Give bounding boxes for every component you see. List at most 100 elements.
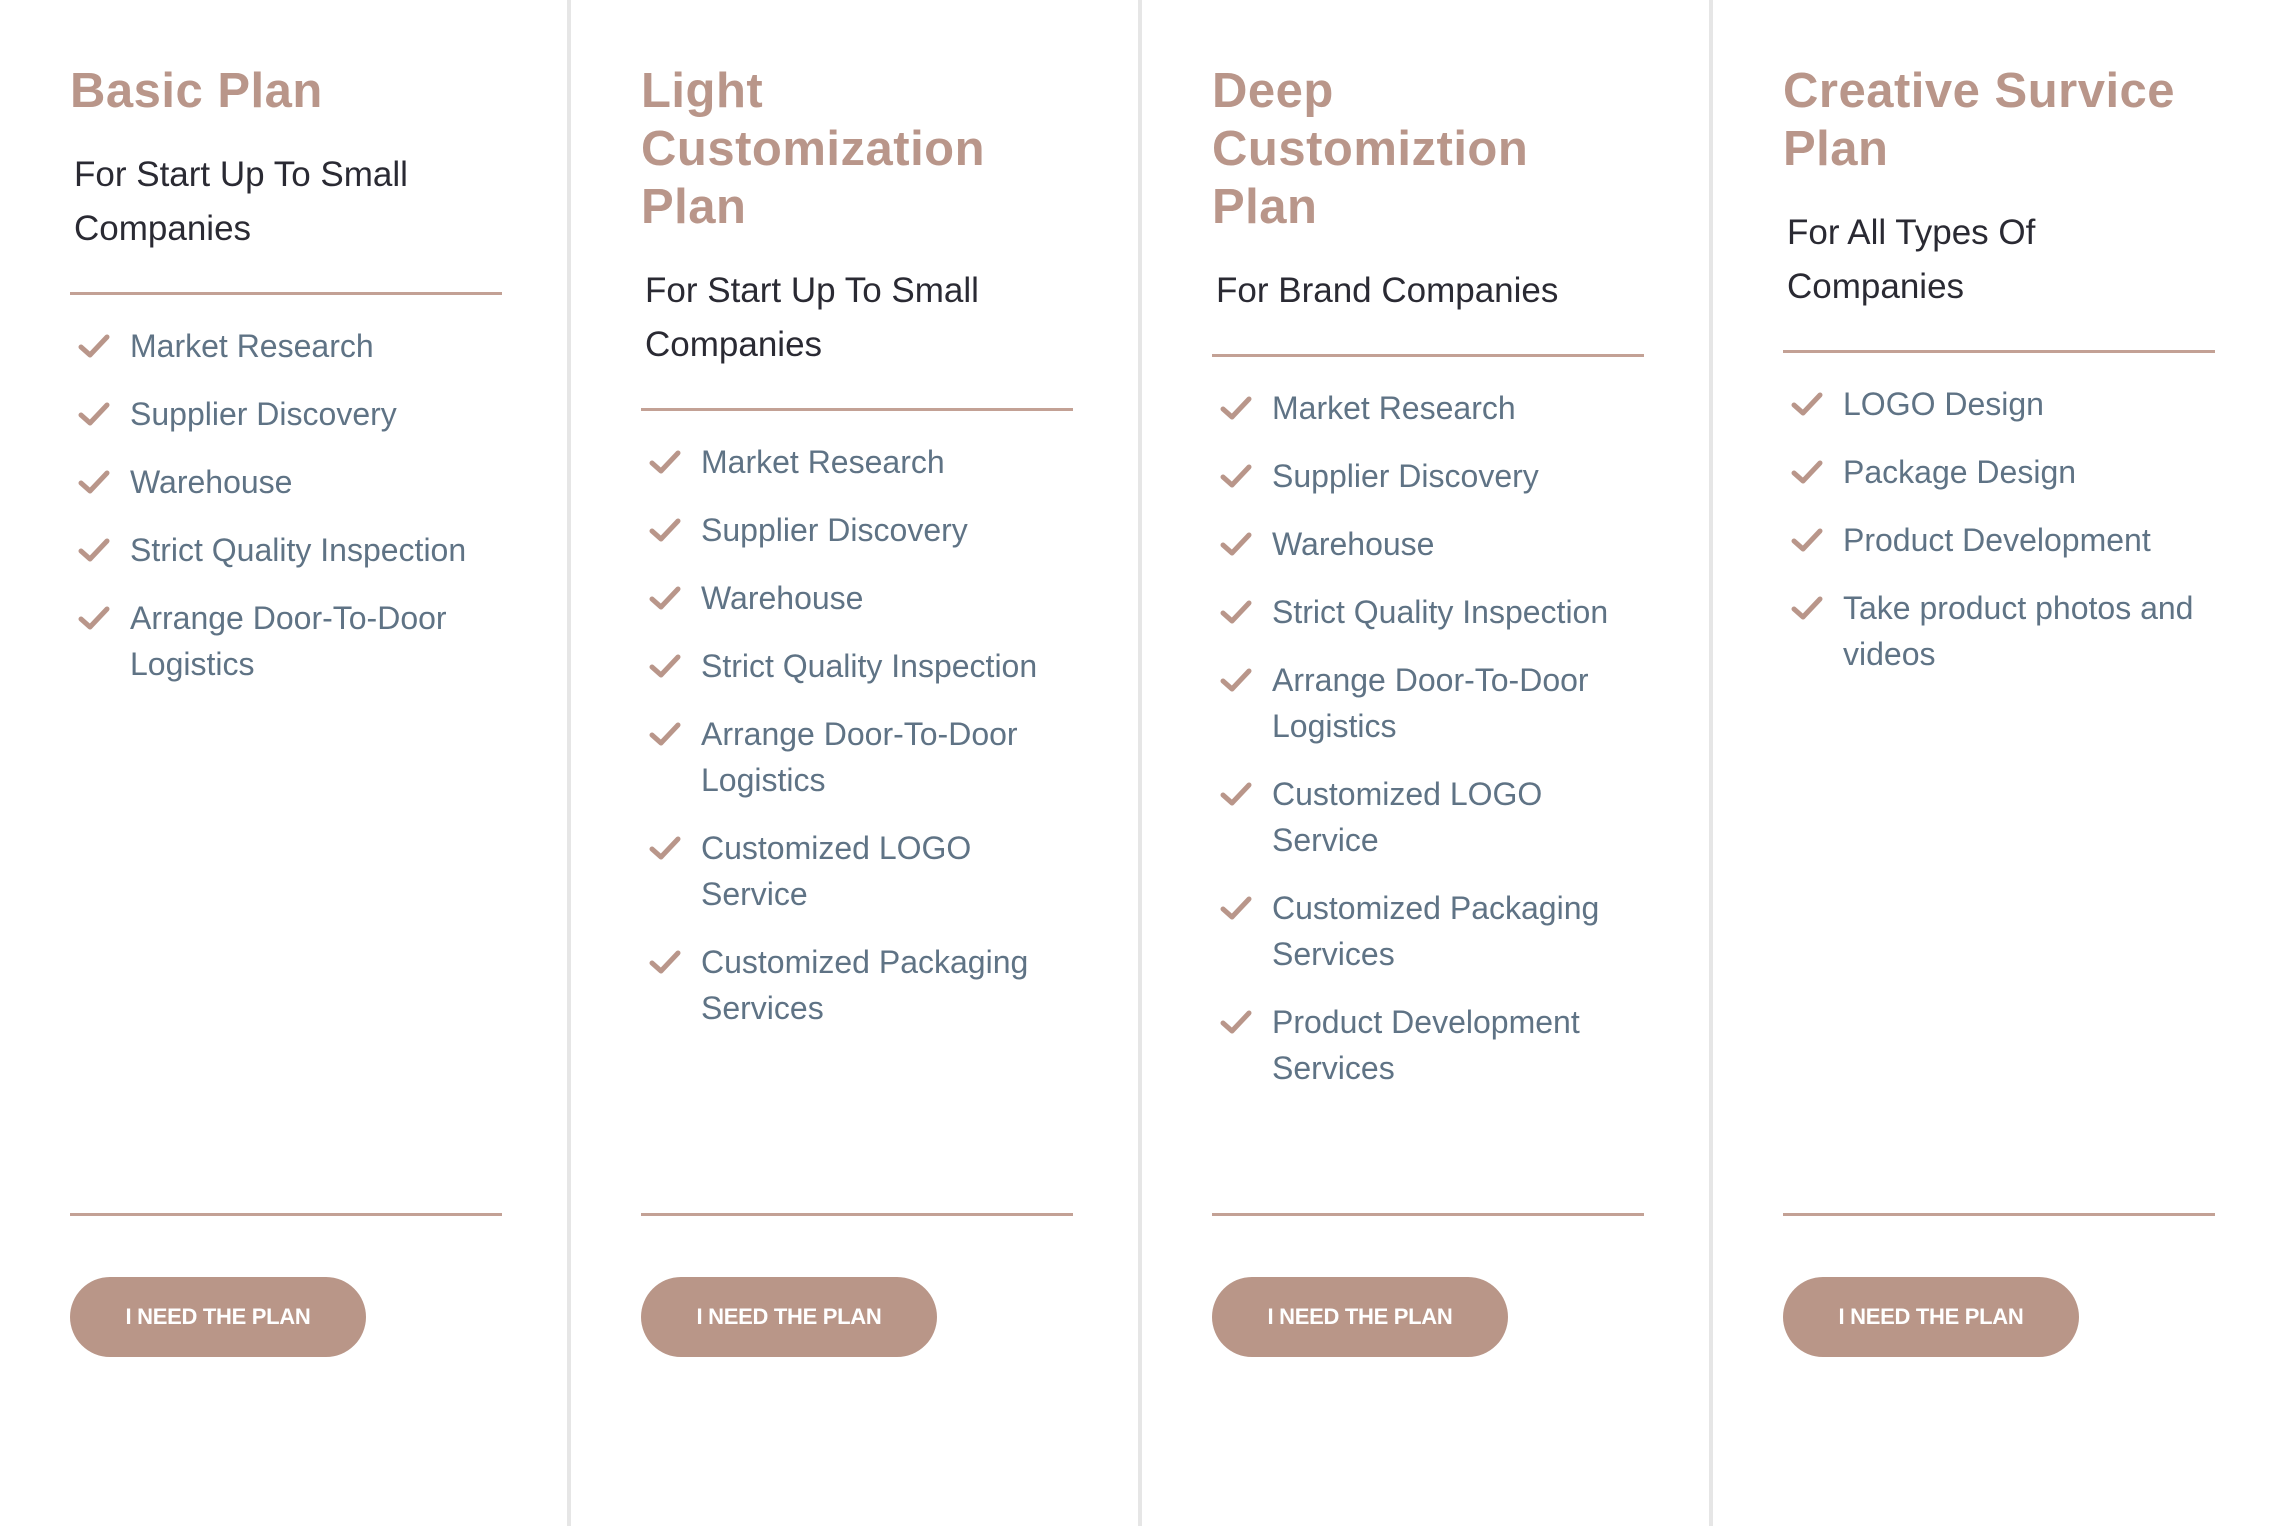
feature-label: LOGO Design <box>1843 386 2044 422</box>
feature-label: Customized LOGO Service <box>1272 776 1543 858</box>
check-icon <box>649 507 683 553</box>
feature-item: Warehouse <box>641 575 1073 621</box>
feature-item: LOGO Design <box>1783 381 2215 427</box>
check-icon <box>1791 517 1825 563</box>
check-icon <box>649 939 683 985</box>
feature-item: Customized Packaging Services <box>641 939 1073 1031</box>
feature-list: LOGO Design Package Design Product Devel… <box>1783 381 2215 677</box>
check-icon <box>1220 521 1254 567</box>
feature-label: Warehouse <box>701 580 864 616</box>
need-plan-button[interactable]: I NEED THE PLAN <box>70 1277 366 1357</box>
feature-item: Warehouse <box>70 459 502 505</box>
plan-card: Basic Plan For Start Up To Small Compani… <box>0 0 571 1526</box>
feature-item: Supplier Discovery <box>641 507 1073 553</box>
divider <box>641 408 1073 411</box>
feature-label: Customized Packaging Services <box>701 944 1029 1026</box>
need-plan-button[interactable]: I NEED THE PLAN <box>641 1277 937 1357</box>
check-icon <box>78 527 112 573</box>
feature-item: Product Development Services <box>1212 999 1644 1091</box>
feature-item: Arrange Door-To-Door Logistics <box>1212 657 1644 749</box>
feature-label: Supplier Discovery <box>1272 458 1539 494</box>
divider <box>1212 1213 1644 1216</box>
plan-subtitle: For Start Up To Small Companies <box>74 155 408 248</box>
plan-title: Deep Customiztion Plan <box>1212 64 1529 234</box>
divider <box>70 292 502 295</box>
feature-item: Customized LOGO Service <box>1212 771 1644 863</box>
check-icon <box>78 595 112 641</box>
check-icon <box>649 575 683 621</box>
check-icon <box>1791 381 1825 427</box>
feature-list: Market Research Supplier Discovery Wareh… <box>70 323 502 687</box>
feature-label: Warehouse <box>1272 526 1435 562</box>
divider <box>1783 1213 2215 1216</box>
check-icon <box>1791 449 1825 495</box>
feature-item: Strict Quality Inspection <box>1212 589 1644 635</box>
check-icon <box>1791 585 1825 631</box>
check-icon <box>649 825 683 871</box>
plan-title: Light Customization Plan <box>641 64 986 234</box>
plan-title: Creative Survice Plan <box>1783 64 2176 176</box>
feature-item: Product Development <box>1783 517 2215 563</box>
feature-label: Strict Quality Inspection <box>701 648 1038 684</box>
feature-item: Supplier Discovery <box>1212 453 1644 499</box>
check-icon <box>649 643 683 689</box>
check-icon <box>78 323 112 369</box>
feature-label: Product Development <box>1843 522 2151 558</box>
plan-subtitle: For Start Up To Small Companies <box>645 271 979 364</box>
feature-label: Market Research <box>701 444 945 480</box>
feature-list: Market Research Supplier Discovery Wareh… <box>1212 385 1644 1091</box>
feature-item: Arrange Door-To-Door Logistics <box>641 711 1073 803</box>
feature-item: Customized LOGO Service <box>641 825 1073 917</box>
need-plan-button[interactable]: I NEED THE PLAN <box>1212 1277 1508 1357</box>
divider <box>1783 350 2215 353</box>
check-icon <box>1220 385 1254 431</box>
check-icon <box>1220 999 1254 1045</box>
feature-item: Strict Quality Inspection <box>70 527 502 573</box>
feature-label: Warehouse <box>130 464 293 500</box>
feature-label: Market Research <box>130 328 374 364</box>
divider <box>1212 354 1644 357</box>
plan-subtitle: For All Types Of Companies <box>1787 213 2036 306</box>
divider <box>641 1213 1073 1216</box>
feature-item: Customized Packaging Services <box>1212 885 1644 977</box>
feature-item: Strict Quality Inspection <box>641 643 1073 689</box>
check-icon <box>1220 771 1254 817</box>
divider <box>70 1213 502 1216</box>
feature-label: Strict Quality Inspection <box>1272 594 1609 630</box>
check-icon <box>1220 589 1254 635</box>
feature-label: Customized LOGO Service <box>701 830 972 912</box>
check-icon <box>1220 453 1254 499</box>
feature-label: Supplier Discovery <box>130 396 397 432</box>
check-icon <box>649 711 683 757</box>
plan-card: Creative Survice Plan For All Types Of C… <box>1713 0 2284 1526</box>
feature-item: Market Research <box>1212 385 1644 431</box>
feature-item: Warehouse <box>1212 521 1644 567</box>
feature-item: Arrange Door-To-Door Logistics <box>70 595 502 687</box>
feature-label: Product Development Services <box>1272 1004 1580 1086</box>
feature-label: Customized Packaging Services <box>1272 890 1600 972</box>
plan-card: Light Customization Plan For Start Up To… <box>571 0 1142 1526</box>
feature-item: Package Design <box>1783 449 2215 495</box>
plan-card: Deep Customiztion Plan For Brand Compani… <box>1142 0 1713 1526</box>
feature-label: Arrange Door-To-Door Logistics <box>701 716 1018 798</box>
check-icon <box>649 439 683 485</box>
feature-item: Take product photos and videos <box>1783 585 2215 677</box>
plan-title: Basic Plan <box>70 64 323 118</box>
feature-label: Arrange Door-To-Door Logistics <box>130 600 447 682</box>
feature-label: Supplier Discovery <box>701 512 968 548</box>
feature-item: Market Research <box>641 439 1073 485</box>
feature-label: Market Research <box>1272 390 1516 426</box>
check-icon <box>1220 885 1254 931</box>
feature-label: Package Design <box>1843 454 2077 490</box>
check-icon <box>78 391 112 437</box>
need-plan-button[interactable]: I NEED THE PLAN <box>1783 1277 2079 1357</box>
feature-label: Take product photos and videos <box>1843 590 2194 672</box>
feature-list: Market Research Supplier Discovery Wareh… <box>641 439 1073 1031</box>
feature-item: Supplier Discovery <box>70 391 502 437</box>
feature-label: Arrange Door-To-Door Logistics <box>1272 662 1589 744</box>
check-icon <box>1220 657 1254 703</box>
feature-label: Strict Quality Inspection <box>130 532 467 568</box>
feature-item: Market Research <box>70 323 502 369</box>
check-icon <box>78 459 112 505</box>
